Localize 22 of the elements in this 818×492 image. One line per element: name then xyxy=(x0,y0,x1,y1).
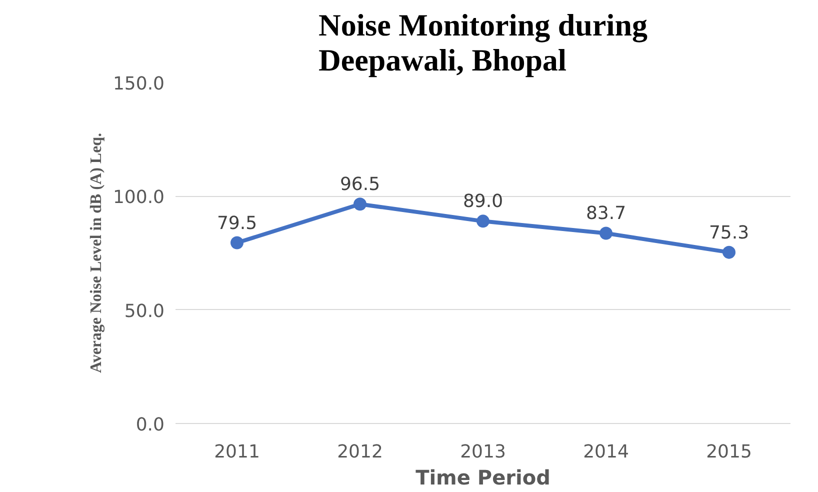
x-tick-label: 2011 xyxy=(214,442,260,462)
x-tick-label: 2015 xyxy=(706,442,752,462)
x-tick-label: 2012 xyxy=(337,442,383,462)
x-tick-label: 2014 xyxy=(583,442,629,462)
point xyxy=(476,214,490,228)
point xyxy=(230,236,244,250)
text: 79.5 xyxy=(216,212,258,234)
text: 96.5 xyxy=(340,174,380,196)
chart-title: Noise Monitoring during Deepawali, Bhopal xyxy=(318,8,648,78)
y-tick-label: 100.0 xyxy=(112,187,164,208)
text: 83.7 xyxy=(586,203,626,224)
y-tick-label: 50.0 xyxy=(124,300,164,322)
y-axis-title: Average Noise Level in dB (A) Leq. xyxy=(88,132,105,374)
point xyxy=(722,246,736,259)
x-axis-title: Time Period xyxy=(416,466,550,490)
text: 75.3 xyxy=(708,222,750,244)
text: 89.0 xyxy=(462,191,504,212)
x-tick-label: 2013 xyxy=(460,442,506,462)
point xyxy=(600,226,612,240)
y-tick-label: 0.0 xyxy=(136,414,165,436)
point xyxy=(354,198,366,211)
y-tick-label: 150.0 xyxy=(112,74,164,94)
